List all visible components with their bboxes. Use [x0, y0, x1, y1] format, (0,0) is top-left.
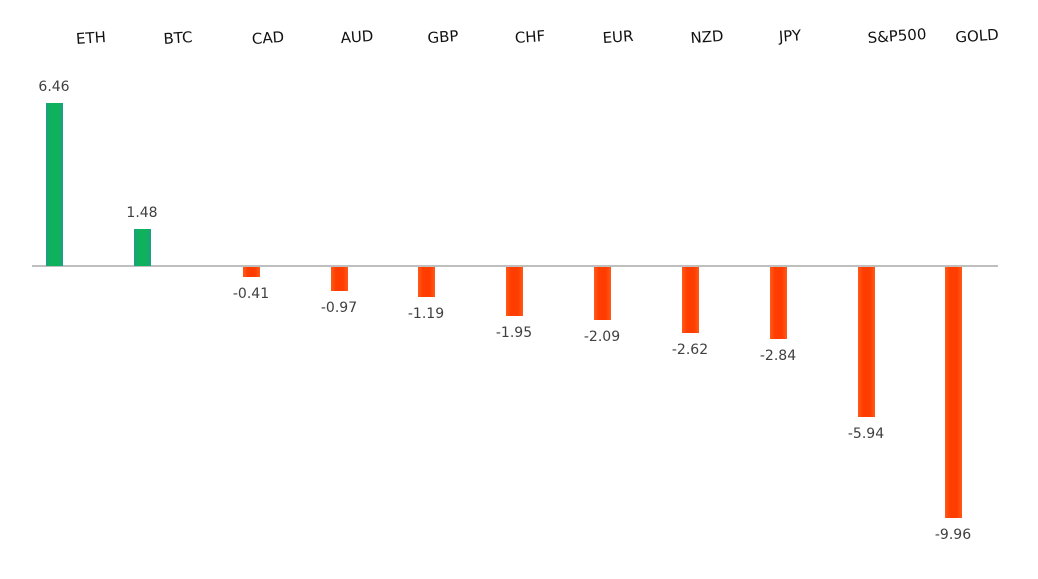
bar-nzd	[681, 267, 699, 334]
zero-baseline-axis	[32, 265, 998, 267]
category-label-jpy: JPY	[778, 26, 802, 47]
value-label-cad: -0.41	[232, 286, 270, 303]
category-label-btc: BTC	[162, 27, 194, 48]
bar-gbp	[417, 267, 435, 297]
category-label-nzd: NZD	[689, 26, 725, 47]
value-label-gold: -9.96	[934, 526, 972, 543]
category-label-cad: CAD	[251, 27, 285, 48]
category-label-sp500: S&P500	[866, 25, 928, 48]
category-label-aud: AUD	[340, 27, 374, 48]
value-label-nzd: -2.62	[671, 342, 709, 359]
value-label-eur: -2.09	[583, 328, 621, 345]
bar-chf	[505, 267, 523, 317]
value-label-sp500: -5.94	[847, 425, 885, 442]
bar-gold	[944, 267, 962, 518]
value-label-chf: -1.95	[495, 325, 533, 342]
bar-btc	[133, 228, 151, 266]
value-label-eth: 6.46	[38, 79, 70, 96]
bar-jpy	[769, 267, 787, 339]
bar-aud	[330, 267, 348, 292]
value-label-gbp: -1.19	[407, 305, 445, 322]
category-label-eth: ETH	[75, 27, 107, 49]
category-label-gbp: GBP	[426, 27, 460, 48]
value-label-btc: 1.48	[126, 204, 158, 221]
category-label-gold: GOLD	[954, 25, 1000, 47]
bar-sp500	[857, 267, 875, 417]
category-label-eur: EUR	[601, 26, 635, 47]
bar-cad	[242, 267, 260, 278]
value-label-aud: -0.97	[320, 300, 358, 317]
bar-eth	[45, 103, 63, 266]
category-label-chf: CHF	[514, 26, 546, 48]
bar-eur	[593, 267, 611, 320]
value-label-jpy: -2.84	[759, 347, 797, 364]
